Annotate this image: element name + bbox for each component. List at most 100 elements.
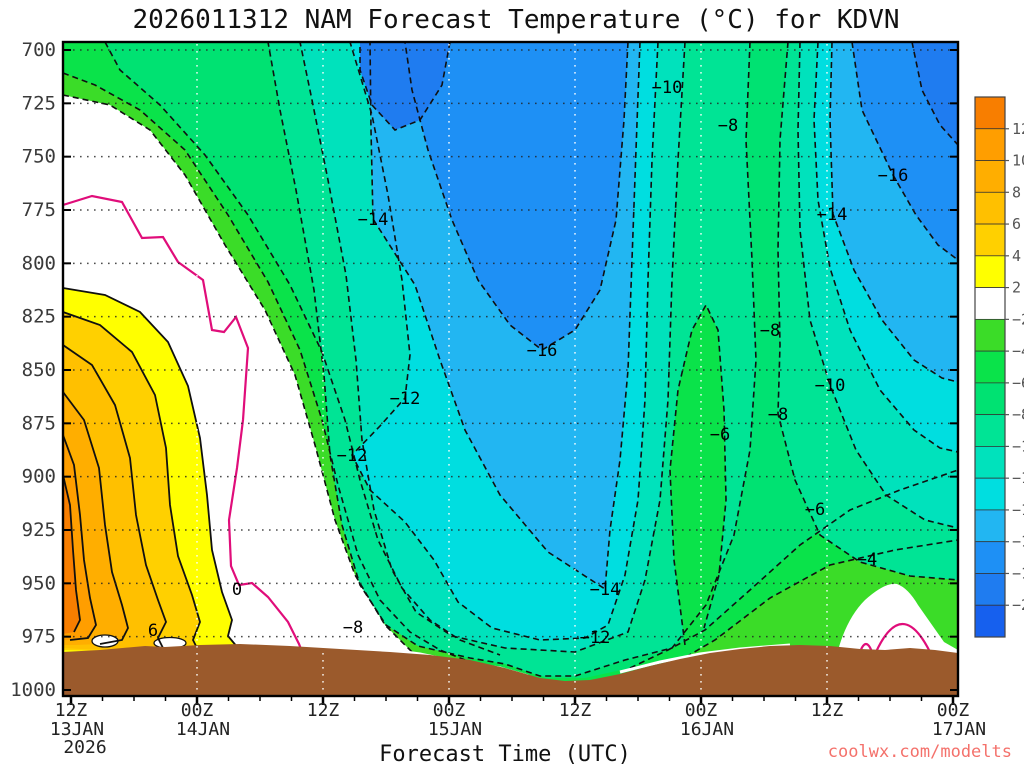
colorbar-label-−4: −4 — [1012, 342, 1024, 360]
x-tick-time-3: 00Z — [433, 700, 466, 721]
isoline-center-minus8 — [267, 42, 757, 677]
y-tick-label-975: 975 — [22, 626, 56, 648]
colorbar-segment-8 — [974, 350, 1006, 384]
contour-label-−12: −12 — [580, 628, 611, 648]
isoline-right-minus12 — [813, 42, 958, 453]
y-tick-label-800: 800 — [22, 252, 56, 274]
contour-label-−10: −10 — [815, 376, 846, 396]
x-tick-time-0: 12Z — [55, 700, 88, 721]
y-tick-label-900: 900 — [22, 466, 56, 488]
isoline-center-minus18 — [359, 42, 451, 131]
x-tick-date-3: 15JAN — [428, 719, 482, 740]
y-tick-label-950: 950 — [22, 572, 56, 594]
colorbar-label-−6: −6 — [1012, 374, 1024, 392]
colorbar-label-2: 2 — [1012, 279, 1021, 297]
colorbar-label-−18: −18 — [1012, 564, 1024, 582]
isoline-plus4 — [63, 311, 201, 651]
colorbar-segment-14 — [974, 541, 1006, 574]
colorbar-segment-6 — [974, 287, 1006, 320]
contour-label-−16: −16 — [878, 166, 909, 186]
colorbar-label-−2: −2 — [1012, 310, 1024, 328]
isoline-minus4-left — [63, 72, 471, 663]
isoline-plus12 — [63, 474, 81, 633]
isoline-plus10 — [63, 434, 97, 641]
x-tick-time-7: 00Z — [937, 700, 970, 721]
colorbar-segment-10 — [974, 414, 1006, 447]
colorbar-label-6: 6 — [1012, 215, 1021, 233]
band-tongue-core — [670, 305, 726, 645]
contour-label-−14: −14 — [358, 210, 389, 230]
colorbar-segment-11 — [974, 446, 1006, 479]
zero-isotherm-main — [63, 194, 308, 663]
colorbar-label-−14: −14 — [1012, 501, 1024, 519]
isoline-center-minus12 — [349, 42, 659, 641]
y-axis-pressure: 700 725 750 775 800 825 850 875 900 925 950 975 1000 — [10, 39, 958, 701]
colorbar-label-10: 10 — [1012, 152, 1024, 170]
isoline-right-minus14 — [829, 42, 958, 383]
contour-label-−6: −6 — [805, 500, 825, 520]
colorbar-segment-3 — [974, 191, 1006, 225]
y-tick-label-750: 750 — [22, 146, 56, 168]
band-center-minus16 — [395, 42, 628, 350]
isoline-plus8 — [63, 391, 129, 645]
x-tick-time-1: 00Z — [181, 700, 214, 721]
x-tick-date-0: 13JAN — [50, 719, 104, 740]
colorbar-label-−20: −20 — [1012, 596, 1024, 614]
contour-label-−12: −12 — [337, 446, 368, 466]
contour-label-−14: −14 — [590, 580, 621, 600]
y-tick-label-825: 825 — [22, 306, 56, 328]
colorbar-segment-9 — [974, 382, 1006, 416]
contour-label-−16: −16 — [527, 341, 558, 361]
contour-label-−14: −14 — [817, 205, 848, 225]
y-tick-label-775: 775 — [22, 199, 56, 221]
contour-label-−12: −12 — [390, 389, 421, 409]
contour-label-0: 0 — [232, 580, 242, 600]
isoline-right-minus10 — [797, 42, 958, 529]
terrain-profile — [63, 644, 958, 695]
isoline-right-minus8 — [777, 42, 958, 581]
colorbar-segment-0 — [974, 96, 1006, 130]
isoline-center-minus14 — [369, 42, 641, 591]
colorbar-segment-2 — [974, 160, 1006, 193]
x-tick-year-0: 2026 — [63, 737, 106, 758]
colorbar-segment-12 — [974, 477, 1006, 511]
y-tick-label-725: 725 — [22, 92, 56, 114]
colorbar-label-−16: −16 — [1012, 533, 1024, 551]
x-tick-time-4: 12Z — [559, 700, 592, 721]
band-surface-white-pocket — [836, 583, 958, 660]
colorbar-label-4: 4 — [1012, 247, 1021, 265]
isoline-plus6 — [63, 344, 167, 649]
contour-label-−10: −10 — [652, 78, 683, 98]
y-tick-label-1000: 1000 — [10, 679, 56, 701]
isoline-minus4-right — [659, 539, 958, 673]
colorbar-label-−10: −10 — [1012, 437, 1024, 455]
colorbar-segment-4 — [974, 223, 1006, 257]
x-tick-time-5: 00Z — [685, 700, 718, 721]
y-tick-label-925: 925 — [22, 519, 56, 541]
colorbar-segment-7 — [974, 318, 1006, 352]
contour-label-−8: −8 — [343, 618, 363, 638]
colorbar-label-12: 12 — [1012, 120, 1024, 138]
contour-label-6: 6 — [148, 621, 158, 641]
contour-label-−4: −4 — [857, 550, 877, 570]
colorbar-frame — [974, 96, 1006, 638]
watermark-link[interactable]: coolwx.com/modelts — [828, 742, 1012, 762]
x-tick-time-2: 12Z — [307, 700, 340, 721]
colorbar-segment-13 — [974, 509, 1006, 543]
colorbar-label-8: 8 — [1012, 183, 1021, 201]
y-tick-label-875: 875 — [22, 412, 56, 434]
contour-label-−8: −8 — [718, 116, 738, 136]
isoline-center-minus16 — [404, 42, 629, 351]
x-tick-date-7: 17JAN — [932, 719, 986, 740]
colorbar-segment-5 — [974, 255, 1006, 288]
x-tick-date-5: 16JAN — [680, 719, 734, 740]
horizontal-gridlines — [66, 49, 955, 638]
colorbar-segment-16 — [974, 604, 1006, 638]
contour-label-−8: −8 — [768, 405, 788, 425]
isoline-right-minus18 — [911, 42, 958, 146]
x-axis-title: Forecast Time (UTC) — [379, 742, 631, 767]
contour-field: −10 −8 −16 −14 −14 −16 −12 −12 −8 −10 −8 −6 −6 −4 −14 −… — [63, 42, 958, 696]
